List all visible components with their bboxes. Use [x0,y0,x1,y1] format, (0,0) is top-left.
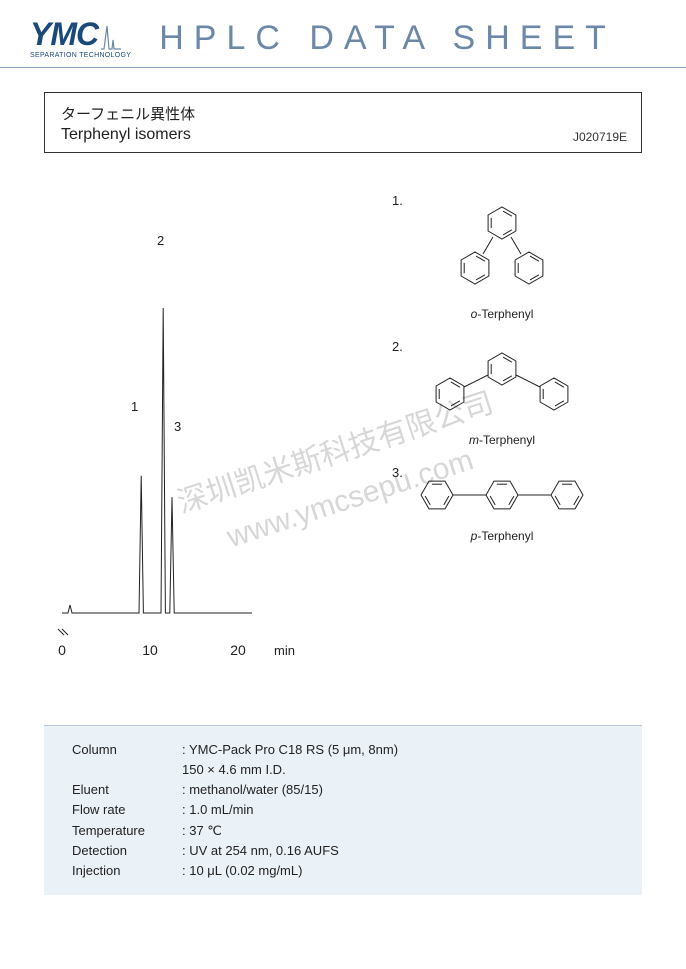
header-title: HPLC DATA SHEET [149,19,656,58]
title-japanese: ターフェニル異性体 [61,103,625,124]
structure-item: 2. m-Terphenyl [362,339,642,447]
structure-item: 3. p-Terphenyl [362,465,642,543]
molecule-meta-icon [402,339,602,429]
peak-label: 3 [174,419,181,434]
param-row: 150 × 4.6 mm I.D. [72,760,622,780]
structure-number: 3. [392,465,403,480]
structure-label: p-Terphenyl [362,529,642,543]
param-label: Column [72,740,182,760]
param-value: : methanol/water (85/15) [182,780,622,800]
logo: YMC SEPARATION TECHNOLOGY [30,18,131,59]
param-value: : 10 μL (0.02 mg/mL) [182,861,622,881]
param-row: Injection: 10 μL (0.02 mg/mL) [72,861,622,881]
param-value: : 37 ℃ [182,821,622,841]
molecule-ortho-icon [427,193,577,303]
param-value: : UV at 254 nm, 0.16 AUFS [182,841,622,861]
logo-text: YMC [30,18,122,50]
structure-label: o-Terphenyl [362,307,642,321]
param-label: Eluent [72,780,182,800]
parameters-box: Column: YMC-Pack Pro C18 RS (5 μm, 8nm) … [44,725,642,895]
param-value: : YMC-Pack Pro C18 RS (5 μm, 8nm) [182,740,622,760]
structure-number: 2. [392,339,403,354]
param-value: : 1.0 mL/min [182,800,622,820]
content-area: 深圳凯米斯科技有限公司 www.ymcsepu.com 12301020min … [44,163,642,713]
param-value: 150 × 4.6 mm I.D. [182,760,622,780]
x-tick-label: 20 [230,642,246,658]
structure-label: m-Terphenyl [362,433,642,447]
x-tick-label: 10 [142,642,158,658]
param-label: Temperature [72,821,182,841]
page-header: YMC SEPARATION TECHNOLOGY HPLC DATA SHEE… [0,0,686,68]
molecule-para-icon [392,465,612,525]
param-row: Column: YMC-Pack Pro C18 RS (5 μm, 8nm) [72,740,622,760]
chromatogram: 1 2 3 0 10 20 min [44,233,304,693]
axis-break-icon [58,629,68,635]
peak-label: 1 [131,399,138,414]
structures-panel: 1. o-Terphenyl 2. m-Terphenyl 3. p-Terphenyl [362,193,642,561]
param-label [72,760,182,780]
logo-main-text: YMC [30,18,98,50]
title-code: J020719E [573,130,627,144]
x-tick-label: 0 [58,642,66,658]
param-row: Detection: UV at 254 nm, 0.16 AUFS [72,841,622,861]
structure-number: 1. [392,193,403,208]
chromatogram-trace [62,308,252,613]
param-row: Temperature: 37 ℃ [72,821,622,841]
peak-label: 2 [157,233,164,248]
title-english: Terphenyl isomers [61,126,191,144]
x-axis-unit: min [274,643,295,658]
logo-subtext: SEPARATION TECHNOLOGY [30,52,131,59]
logo-peak-icon [100,20,122,50]
param-label: Detection [72,841,182,861]
title-box: ターフェニル異性体 Terphenyl isomers J020719E [44,92,642,153]
structure-item: 1. o-Terphenyl [362,193,642,321]
param-label: Injection [72,861,182,881]
param-row: Flow rate: 1.0 mL/min [72,800,622,820]
param-label: Flow rate [72,800,182,820]
param-row: Eluent: methanol/water (85/15) [72,780,622,800]
